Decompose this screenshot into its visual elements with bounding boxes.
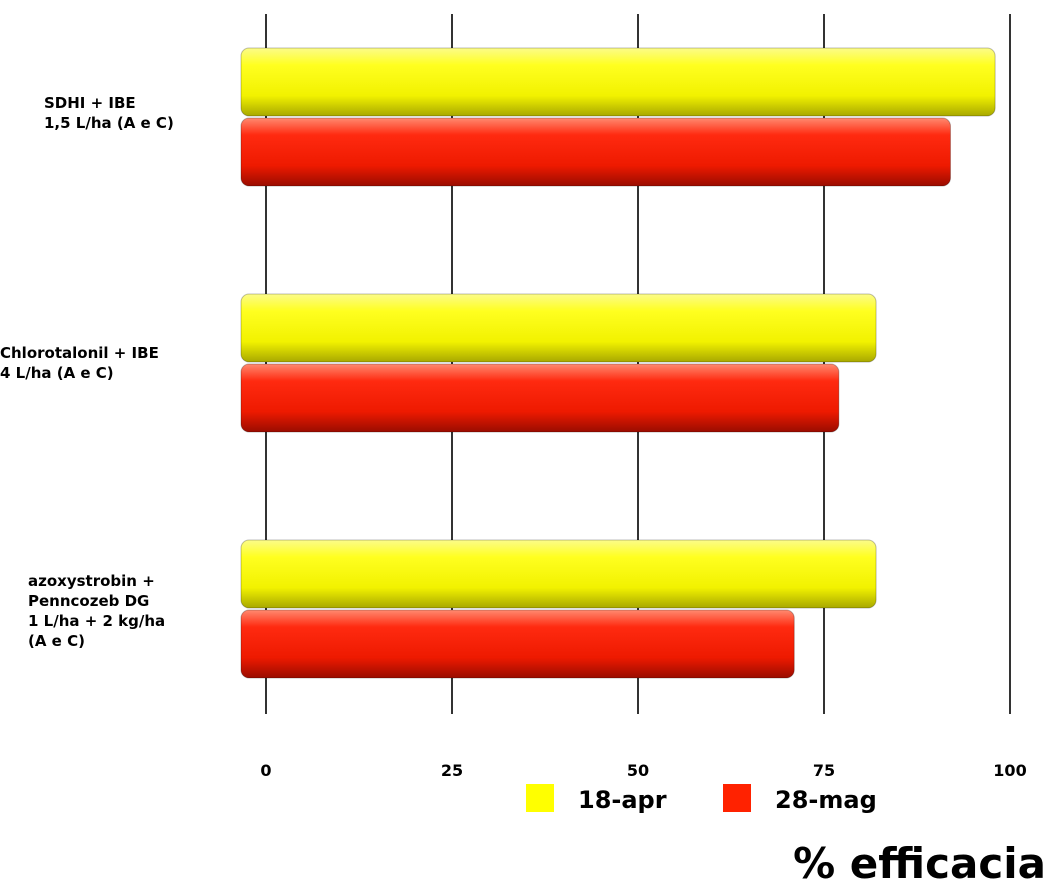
bars (240, 47, 996, 679)
legend: 18-apr 28-mag (526, 784, 877, 814)
bar (240, 47, 996, 117)
category-label-line: 4 L/ha (A e C) (0, 364, 114, 382)
x-axis-title: % efficacia (793, 839, 1046, 888)
category-label: SDHI + IBE 1,5 L/ha (A e C) (44, 94, 174, 132)
legend-swatch (526, 784, 554, 812)
bar (240, 117, 951, 187)
x-tick-label: 25 (441, 761, 463, 780)
category-label-line: Chlorotalonil + IBE (0, 344, 159, 362)
bar (240, 293, 877, 363)
x-tick-label: 100 (993, 761, 1026, 780)
category-label: azoxystrobin + Penncozeb DG 1 L/ha + 2 kg/… (28, 572, 165, 650)
category-label-line: 1,5 L/ha (A e C) (44, 114, 174, 132)
category-label-line: 1 L/ha + 2 kg/ha (28, 612, 165, 630)
category-label-line: (A e C) (28, 632, 85, 650)
category-label: Chlorotalonil + IBE 4 L/ha (A e C) (0, 344, 159, 382)
bar (240, 609, 795, 679)
category-label-line: azoxystrobin + (28, 572, 155, 590)
legend-label: 28-mag (775, 786, 877, 814)
x-tick-label: 0 (260, 761, 271, 780)
x-tick-label: 75 (813, 761, 835, 780)
legend-swatch (723, 784, 751, 812)
category-label-line: Penncozeb DG (28, 592, 149, 610)
bar (240, 363, 840, 433)
x-tick-labels: 0 25 50 75 100 (260, 761, 1026, 780)
bar (240, 539, 877, 609)
x-tick-label: 50 (627, 761, 649, 780)
legend-label: 18-apr (578, 786, 667, 814)
category-labels: SDHI + IBE 1,5 L/ha (A e C) Chlorotalonil … (0, 94, 174, 650)
category-label-line: SDHI + IBE (44, 94, 136, 112)
